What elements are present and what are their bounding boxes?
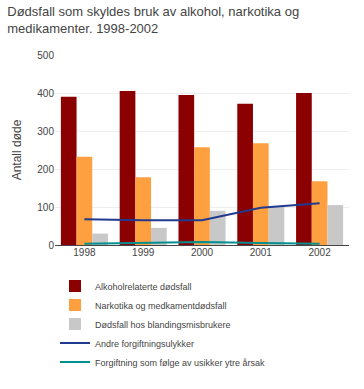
svg-text:100: 100 — [37, 202, 54, 213]
svg-text:0: 0 — [48, 240, 54, 251]
svg-text:1998: 1998 — [73, 247, 96, 258]
svg-text:200: 200 — [37, 164, 54, 175]
svg-text:2002: 2002 — [308, 247, 331, 258]
svg-text:300: 300 — [37, 126, 54, 137]
svg-text:Narkotika og medkamentdødsfall: Narkotika og medkamentdødsfall — [95, 301, 227, 311]
svg-text:Dødsfall hos blandingsmisbruke: Dødsfall hos blandingsmisbrukere — [95, 320, 231, 330]
svg-text:Forgiftning som følge av usikk: Forgiftning som følge av usikker ytre år… — [95, 358, 265, 368]
svg-text:500: 500 — [37, 50, 54, 61]
svg-text:Andre forgiftningsulykker: Andre forgiftningsulykker — [95, 339, 194, 349]
svg-text:400: 400 — [37, 88, 54, 99]
svg-text:1999: 1999 — [132, 247, 155, 258]
svg-text:2001: 2001 — [250, 247, 273, 258]
svg-text:Alkoholrelaterte dødsfall: Alkoholrelaterte dødsfall — [95, 282, 192, 292]
svg-text:Antall døde: Antall døde — [10, 119, 24, 180]
svg-text:2000: 2000 — [191, 247, 214, 258]
svg-text:Dødsfall som skyldes bruk av a: Dødsfall som skyldes bruk av alkohol, na… — [7, 4, 299, 36]
